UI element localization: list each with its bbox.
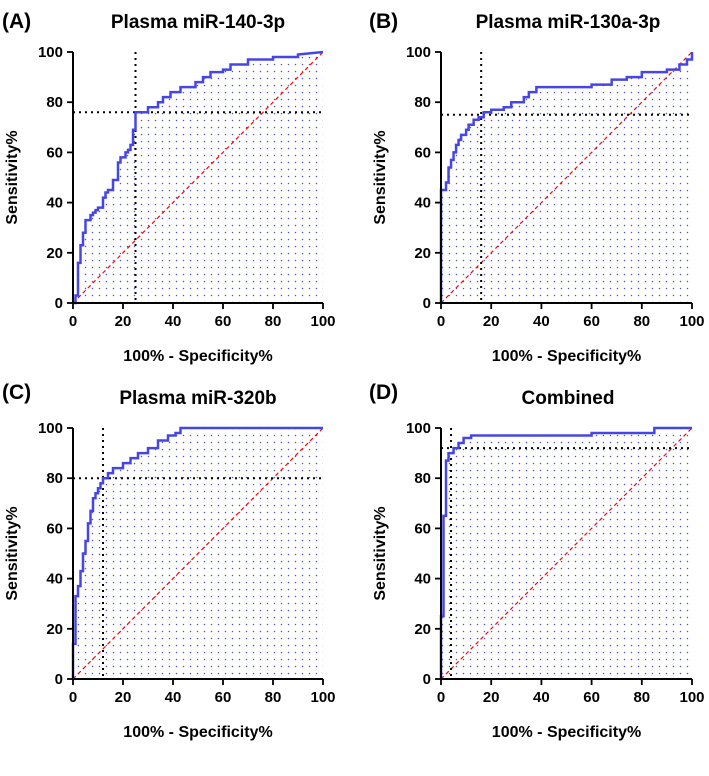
x-tick-label: 0 (69, 689, 77, 706)
y-tick-label: 40 (414, 571, 431, 588)
y-tick-label: 60 (46, 144, 63, 161)
panel-title: Plasma miR-130a-3p (476, 12, 661, 33)
y-tick-label: 20 (414, 245, 431, 262)
reference-line (440, 51, 693, 304)
x-tick-label: 100 (310, 313, 335, 330)
y-tick-label: 80 (46, 94, 63, 111)
y-tick-label: 0 (423, 671, 431, 688)
roc-curve (71, 426, 323, 679)
x-tick-label: 60 (583, 689, 600, 706)
panel-label: (D) (369, 381, 398, 404)
y-axis-title: Sensitivity% (4, 506, 21, 600)
x-tick-label: 60 (583, 313, 600, 330)
x-tick-label: 80 (633, 313, 650, 330)
x-tick-label: 40 (533, 689, 550, 706)
x-tick-label: 60 (215, 689, 232, 706)
panel-label: (B) (369, 10, 398, 33)
panel-title: Plasma miR-320b (119, 388, 276, 409)
y-tick-label: 0 (55, 295, 63, 312)
panel-label: (C) (2, 381, 31, 404)
x-tick-label: 100 (310, 689, 335, 706)
x-tick-label: 40 (165, 689, 182, 706)
y-tick-label: 60 (414, 144, 431, 161)
roc-panel-2: 0 20 40 60 80 100 0 20 40 60 80 100 100% - Specifici… (369, 10, 705, 365)
x-axis-title: 100% - Specificity% (123, 724, 272, 741)
y-tick-label: 80 (414, 94, 431, 111)
panel-label: (A) (2, 10, 31, 33)
x-tick-label: 0 (437, 313, 445, 330)
roc-curve (439, 426, 692, 679)
roc-panel-4: 0 20 40 60 80 100 0 20 40 60 80 100 100% - Specifici… (369, 381, 705, 741)
panels-container: 0 20 40 60 80 100 0 20 40 60 80 100 100% - Specifici… (2, 10, 705, 741)
x-tick-label: 80 (633, 689, 650, 706)
y-axis-title: Sensitivity% (4, 130, 21, 224)
x-tick-label: 40 (533, 313, 550, 330)
reference-line (72, 427, 324, 680)
x-axis-title: 100% - Specificity% (492, 348, 641, 365)
y-tick-label: 40 (46, 571, 63, 588)
x-tick-label: 0 (69, 313, 77, 330)
y-tick-label: 0 (55, 671, 63, 688)
y-axis-title: Sensitivity% (372, 506, 389, 600)
x-tick-label: 100 (679, 689, 704, 706)
roc-panel-1: 0 20 40 60 80 100 0 20 40 60 80 100 100% - Specifici… (2, 10, 336, 365)
y-tick-label: 40 (46, 195, 63, 212)
x-tick-label: 20 (483, 689, 500, 706)
panel-title: Combined (522, 388, 615, 409)
y-tick-label: 80 (414, 470, 431, 487)
roc-panel-3: 0 20 40 60 80 100 0 20 40 60 80 100 100% - Specifici… (2, 381, 336, 741)
x-tick-label: 40 (165, 313, 182, 330)
y-tick-label: 60 (414, 520, 431, 537)
roc-curve (73, 50, 324, 305)
x-axis-title: 100% - Specificity% (492, 724, 641, 741)
reference-line (72, 51, 324, 304)
x-tick-label: 60 (215, 313, 232, 330)
reference-line (440, 427, 693, 680)
y-tick-label: 100 (406, 420, 431, 437)
y-tick-label: 60 (46, 520, 63, 537)
y-tick-label: 100 (38, 420, 63, 437)
y-tick-label: 20 (46, 621, 63, 638)
x-tick-label: 20 (483, 313, 500, 330)
x-tick-label: 20 (115, 689, 132, 706)
y-tick-label: 100 (38, 44, 63, 61)
panel-title: Plasma miR-140-3p (111, 12, 285, 33)
y-axis-title: Sensitivity% (372, 130, 389, 224)
roc-curve (439, 52, 694, 303)
y-tick-label: 20 (46, 245, 63, 262)
x-tick-label: 0 (437, 689, 445, 706)
x-tick-label: 100 (679, 313, 704, 330)
x-axis-title: 100% - Specificity% (123, 348, 272, 365)
y-tick-label: 40 (414, 195, 431, 212)
y-tick-label: 100 (406, 44, 431, 61)
y-tick-label: 0 (423, 295, 431, 312)
y-tick-label: 80 (46, 470, 63, 487)
x-tick-label: 20 (115, 313, 132, 330)
x-tick-label: 80 (265, 689, 282, 706)
x-tick-label: 80 (265, 313, 282, 330)
y-tick-label: 20 (414, 621, 431, 638)
